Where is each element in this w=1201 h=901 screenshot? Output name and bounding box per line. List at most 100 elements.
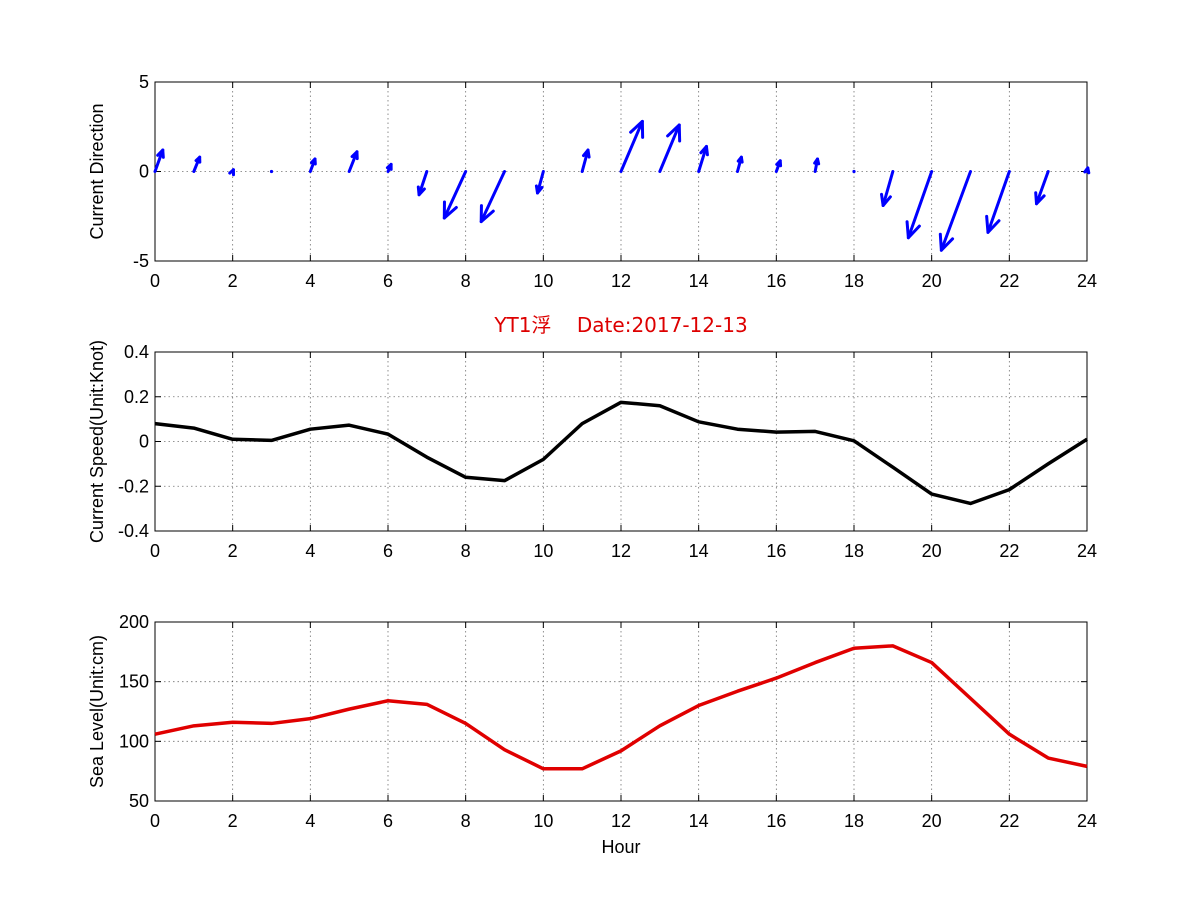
x-tick-label: 24 bbox=[1077, 811, 1097, 831]
x-tick-label: 2 bbox=[228, 541, 238, 561]
arrow-shaft bbox=[580, 148, 590, 173]
current-arrow bbox=[416, 170, 429, 197]
x-tick-label: 10 bbox=[533, 811, 553, 831]
current-arrow bbox=[736, 155, 744, 173]
arrow-head bbox=[156, 148, 165, 159]
x-tick-label: 6 bbox=[383, 541, 393, 561]
current-arrow bbox=[938, 170, 972, 252]
arrow-head bbox=[880, 192, 892, 208]
arrow-shaft bbox=[986, 170, 1011, 234]
x-tick-label: 14 bbox=[689, 811, 709, 831]
arrow-shaft bbox=[906, 170, 934, 240]
current-arrow bbox=[347, 150, 359, 173]
arrow-head bbox=[985, 214, 1001, 234]
arrow-shaft bbox=[536, 170, 545, 195]
y-axis-label: Sea Level(Unit:cm) bbox=[87, 635, 107, 788]
x-tick-label: 10 bbox=[533, 541, 553, 561]
current-arrow bbox=[308, 157, 317, 173]
arrow-head bbox=[775, 159, 783, 168]
x-tick-label: 10 bbox=[533, 271, 553, 291]
arrow-shaft bbox=[153, 148, 165, 173]
x-tick-label: 16 bbox=[766, 271, 786, 291]
arrow-head bbox=[813, 157, 821, 166]
sea-level-line bbox=[154, 644, 1088, 771]
arrow-head bbox=[416, 185, 426, 197]
x-tick-label: 4 bbox=[305, 271, 315, 291]
arrow-head bbox=[194, 155, 202, 164]
x-tick-label: 12 bbox=[611, 271, 631, 291]
arrow-head bbox=[938, 232, 955, 252]
current-arrow bbox=[385, 162, 393, 173]
arrow-head bbox=[905, 220, 921, 240]
y-tick-label: -5 bbox=[133, 251, 149, 271]
axes-frame bbox=[154, 621, 1088, 802]
arrow-shaft bbox=[939, 170, 972, 252]
current-speed-panel: 0 2 4 6 8 10 12 14 16 18 20 22 24-0.4-0.200.20.4Curr… bbox=[87, 340, 1097, 561]
y-tick-label: 5 bbox=[139, 72, 149, 92]
arrow-shaft bbox=[881, 170, 895, 208]
arrow-shaft bbox=[479, 170, 506, 224]
current-arrow bbox=[905, 170, 934, 240]
current-arrow bbox=[658, 123, 682, 173]
y-tick-label: 0.2 bbox=[124, 387, 149, 407]
arrow-head bbox=[1034, 191, 1046, 206]
x-tick-label: 8 bbox=[461, 541, 471, 561]
arrow-head bbox=[666, 123, 682, 143]
current-arrow bbox=[534, 170, 545, 195]
x-tick-label: 18 bbox=[844, 271, 864, 291]
x-tick-label: 16 bbox=[766, 541, 786, 561]
x-tick-label: 8 bbox=[461, 271, 471, 291]
y-axis-label: Current Speed(Unit:Knot) bbox=[87, 340, 107, 543]
arrow-head bbox=[699, 144, 709, 157]
arrow-shaft bbox=[697, 144, 708, 173]
arrow-shaft bbox=[417, 170, 429, 197]
y-axis-label: Current Direction bbox=[87, 103, 107, 239]
current-arrow bbox=[774, 159, 783, 173]
x-tick-label: 6 bbox=[383, 811, 393, 831]
current-arrow bbox=[153, 148, 165, 173]
x-tick-label: 20 bbox=[922, 541, 942, 561]
arrow-head bbox=[534, 184, 544, 195]
arrow-shaft bbox=[619, 119, 644, 173]
current-arrow bbox=[228, 168, 235, 177]
x-tick-label: 22 bbox=[999, 811, 1019, 831]
x-tick-label: 22 bbox=[999, 541, 1019, 561]
current-arrow bbox=[813, 157, 821, 173]
arrow-head bbox=[629, 119, 645, 139]
current-arrow bbox=[269, 169, 274, 174]
arrow-head bbox=[736, 155, 744, 164]
x-tick-label: 14 bbox=[689, 271, 709, 291]
x-tick-label: 0 bbox=[150, 541, 160, 561]
x-tick-label: 2 bbox=[228, 811, 238, 831]
current-arrow bbox=[1034, 170, 1050, 206]
arrow-shaft bbox=[442, 170, 468, 220]
arrow-head bbox=[350, 150, 359, 161]
current-arrow bbox=[192, 155, 202, 173]
x-tick-label: 4 bbox=[305, 811, 315, 831]
y-tick-label: -0.4 bbox=[118, 521, 149, 541]
x-tick-label: 18 bbox=[844, 811, 864, 831]
arrow-head bbox=[228, 168, 235, 177]
arrow-head bbox=[479, 204, 495, 224]
y-tick-label: 150 bbox=[119, 672, 149, 692]
y-tick-label: 0.4 bbox=[124, 342, 149, 362]
current-arrow bbox=[697, 144, 709, 173]
x-tick-label: 16 bbox=[766, 811, 786, 831]
current-arrow bbox=[1083, 166, 1091, 175]
current-arrow bbox=[985, 170, 1011, 234]
arrow-head bbox=[442, 200, 458, 220]
current-arrow bbox=[619, 119, 645, 173]
y-tick-label: 50 bbox=[129, 791, 149, 811]
current-arrow bbox=[880, 170, 895, 208]
x-tick-label: 2 bbox=[228, 271, 238, 291]
y-tick-label: 0 bbox=[139, 432, 149, 452]
y-tick-label: -0.2 bbox=[118, 476, 149, 496]
x-tick-label: 24 bbox=[1077, 541, 1097, 561]
arrow-head bbox=[581, 148, 591, 159]
x-tick-label: 22 bbox=[999, 271, 1019, 291]
x-tick-label: 0 bbox=[150, 811, 160, 831]
x-tick-label: 24 bbox=[1077, 271, 1097, 291]
x-tick-label: 14 bbox=[689, 541, 709, 561]
